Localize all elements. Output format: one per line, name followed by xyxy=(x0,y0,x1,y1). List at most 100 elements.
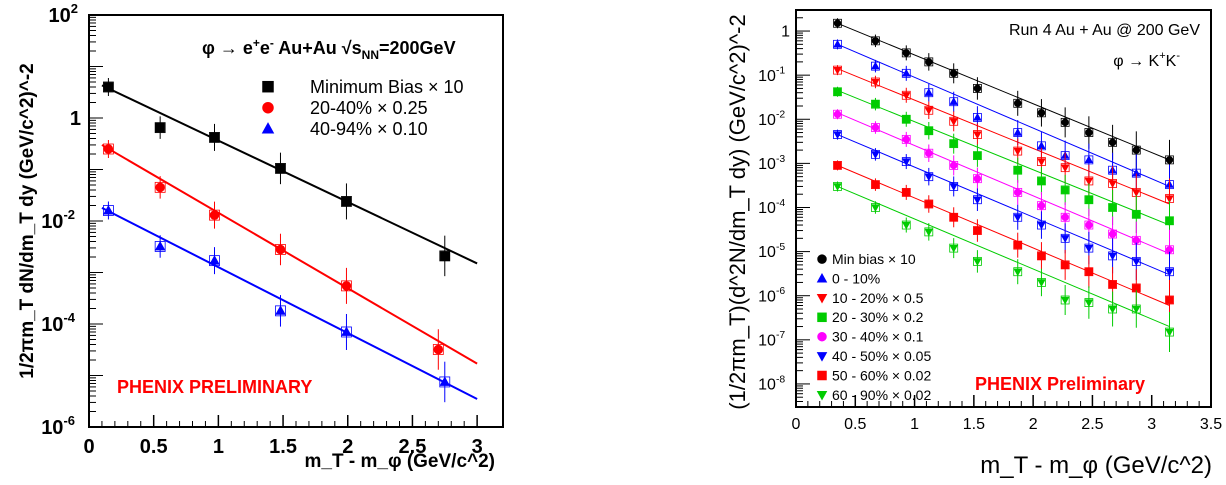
data-point xyxy=(1085,128,1093,137)
x-tick-label: 3 xyxy=(472,436,483,458)
data-point xyxy=(973,258,982,266)
data-point xyxy=(440,251,450,261)
data-point xyxy=(833,161,842,170)
x-tick-label: 0 xyxy=(792,416,801,433)
data-point xyxy=(871,100,880,108)
data-point xyxy=(901,221,911,230)
data-point xyxy=(1037,201,1046,210)
data-point xyxy=(1108,203,1117,212)
data-point xyxy=(1165,156,1174,164)
left-y-ticks: 10-6 10-4 10-2 1 102 xyxy=(41,1,103,439)
systematic-box xyxy=(1131,209,1141,219)
systematic-box xyxy=(901,114,911,124)
data-point xyxy=(1132,189,1141,197)
data-point xyxy=(901,68,911,77)
data-point xyxy=(209,132,220,143)
systematic-box xyxy=(432,344,444,355)
systematic-box xyxy=(924,148,934,158)
x-tick-label: 2 xyxy=(1029,416,1038,433)
data-point xyxy=(949,161,958,170)
y-tick-label: 10-7 xyxy=(758,330,785,349)
data-point xyxy=(1013,241,1022,249)
systematic-box xyxy=(949,212,959,222)
data-point xyxy=(1060,235,1070,243)
left-x-ticks: 0 0.5 1 1.5 2 2.5 3 xyxy=(83,415,483,458)
systematic-box xyxy=(1084,128,1094,137)
data-point xyxy=(155,122,165,133)
x-tick-label: 0.5 xyxy=(140,436,168,458)
systematic-box xyxy=(1108,203,1117,212)
data-point xyxy=(871,151,880,159)
x-tick-label: 3.5 xyxy=(1200,416,1222,433)
data-point xyxy=(925,126,933,135)
right-chart: 0 0.5 1 1.5 2 2.5 3 3.5 1 10-1 10-2 10-3 10-4 10-5 10… xyxy=(725,9,1222,479)
legend-marker xyxy=(261,122,275,134)
legend-label: 20 - 30% × 0.2 xyxy=(832,309,924,325)
systematic-box xyxy=(973,151,982,161)
data-point xyxy=(103,204,114,215)
legend-label: 20-40% × 0.25 xyxy=(310,98,428,118)
y-tick-label: 10-4 xyxy=(758,198,785,217)
legend-marker xyxy=(817,331,827,342)
right-x-axis-label: m_T - m_φ (GeV/c^2) xyxy=(980,452,1212,479)
data-point xyxy=(1132,146,1141,154)
data-point xyxy=(925,58,933,66)
data-point xyxy=(1061,261,1069,269)
systematic-box xyxy=(1013,165,1023,175)
legend-marker xyxy=(816,390,828,401)
data-point xyxy=(1061,213,1069,222)
x-tick-label: 2 xyxy=(342,436,353,458)
systematic-box xyxy=(871,123,880,132)
systematic-box xyxy=(1108,280,1117,289)
x-tick-label: 2.5 xyxy=(1081,416,1103,433)
data-point xyxy=(949,69,958,78)
systematic-box xyxy=(901,187,911,197)
data-point xyxy=(973,174,982,183)
data-point xyxy=(433,344,444,355)
data-point xyxy=(973,196,982,205)
systematic-box xyxy=(924,57,934,67)
data-point xyxy=(973,131,982,140)
data-point xyxy=(901,92,911,100)
data-point xyxy=(871,78,880,87)
systematic-box xyxy=(901,134,911,144)
systematic-box xyxy=(341,196,352,207)
data-point xyxy=(1132,210,1141,219)
data-point xyxy=(925,149,933,157)
data-point xyxy=(209,210,220,220)
systematic-box xyxy=(973,174,982,184)
data-point xyxy=(949,244,958,253)
y-tick-label: 102 xyxy=(49,1,78,27)
data-point xyxy=(871,123,880,132)
data-point xyxy=(1132,284,1141,292)
data-point xyxy=(341,196,352,207)
data-point xyxy=(103,144,114,154)
x-tick-label: 2.5 xyxy=(399,436,427,458)
systematic-box xyxy=(833,18,842,28)
left-watermark: PHENIX PRELIMINARY xyxy=(117,377,312,397)
data-point xyxy=(154,240,166,251)
data-point xyxy=(1013,128,1023,136)
data-point xyxy=(1084,155,1094,164)
systematic-box xyxy=(949,68,959,78)
systematic-box xyxy=(1084,267,1094,277)
systematic-box xyxy=(833,87,842,97)
data-point xyxy=(1165,195,1174,204)
y-tick-label: 10-6 xyxy=(41,413,75,439)
systematic-box xyxy=(973,84,982,93)
data-point xyxy=(833,66,842,75)
data-point xyxy=(833,19,842,28)
data-point xyxy=(1108,180,1117,189)
data-point xyxy=(1037,252,1046,260)
data-point xyxy=(1085,195,1093,204)
right-watermark: PHENIX Preliminary xyxy=(975,374,1145,394)
right-decay-annotation: φ → K+K- xyxy=(1113,50,1180,70)
systematic-box xyxy=(1084,195,1094,205)
data-point xyxy=(1061,186,1069,194)
data-point xyxy=(1108,280,1117,289)
systematic-box xyxy=(1037,108,1046,118)
systematic-box xyxy=(1013,240,1023,250)
systematic-box xyxy=(924,199,934,209)
fit-line xyxy=(837,134,1170,276)
data-point xyxy=(1084,177,1094,186)
